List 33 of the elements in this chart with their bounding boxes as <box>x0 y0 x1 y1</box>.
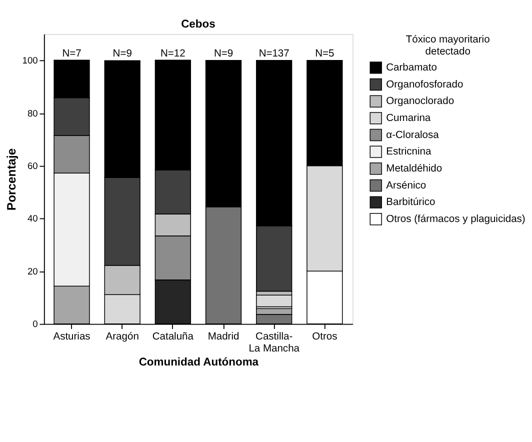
bar <box>256 294 292 308</box>
annotation: N=9 <box>214 48 234 60</box>
y-tick-label: 20 <box>27 266 38 276</box>
x-tick-label: Aragón <box>106 331 140 342</box>
x-tick-label: Cataluña <box>152 331 194 342</box>
annotation: N=5 <box>315 48 335 60</box>
y-tick-label: 0 <box>32 319 38 330</box>
annotation: N=137 <box>258 48 290 60</box>
x-tick-label: Madrid <box>208 331 240 342</box>
legend-label: Metaldéhido <box>386 163 442 174</box>
annotation: N=9 <box>112 48 132 60</box>
legend-label: Otros (fármacos y plaguicidas) <box>386 214 526 225</box>
legend-label: Barbitúrico <box>386 197 436 208</box>
chart-title: Cebos <box>181 18 216 30</box>
x-axis-title: Comunidad Autónoma <box>138 356 260 368</box>
x-tick-label: Asturias <box>53 331 90 342</box>
y-tick-label: 40 <box>27 214 38 224</box>
x-tick-label: Castilla-La Mancha <box>248 331 300 354</box>
annotation: N=12 <box>160 48 186 60</box>
y-tick-label: 80 <box>27 108 38 118</box>
y-axis-title: Porcentaje <box>4 148 19 210</box>
legend-label: Estricnina <box>386 146 432 158</box>
legend-label: Organofosforado <box>386 79 464 90</box>
annotation: N=7 <box>62 48 82 60</box>
legend-label: Arsénico <box>386 180 426 192</box>
x-tick-label: Otros <box>312 331 338 342</box>
legend-title: Tóxico mayoritario detectado <box>406 34 490 58</box>
y-tick-label: 100 <box>22 56 38 66</box>
y-tick-label: 60 <box>27 161 38 172</box>
legend-label: Organoclorado <box>386 96 454 108</box>
legend-label: Cumarina <box>386 112 431 124</box>
legend-label: α-Cloralosa <box>386 130 440 141</box>
legend-label: Carbamato <box>386 62 438 74</box>
